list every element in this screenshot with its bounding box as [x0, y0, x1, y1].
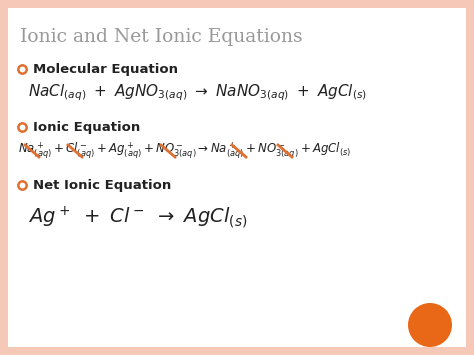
Text: $\mathit{NaCl}_{(aq)}\ +\ \mathit{AgNO}_{3(aq)}\ \rightarrow\ \mathit{NaNO}_{3(a: $\mathit{NaCl}_{(aq)}\ +\ \mathit{AgNO}_… — [28, 83, 367, 103]
Text: $\mathit{Na}^+_{(aq)}+\mathit{Cl}^-_{(aq)}+\mathit{Ag}^+_{(aq)}+\mathit{NO}^-_{3: $\mathit{Na}^+_{(aq)}+\mathit{Cl}^-_{(aq… — [18, 141, 351, 162]
Text: Net Ionic Equation: Net Ionic Equation — [33, 179, 171, 191]
Bar — [466, 0, 474, 355]
Text: $\mathit{Ag}^+\ +\ \mathit{Cl}^-\ \rightarrow\ \mathit{AgCl}_{(s)}$: $\mathit{Ag}^+\ +\ \mathit{Cl}^-\ \right… — [28, 204, 247, 230]
Bar — [0, 0, 8, 355]
Text: Ionic Equation: Ionic Equation — [33, 120, 140, 133]
Circle shape — [408, 303, 452, 347]
Bar — [0, 0, 474, 8]
Bar — [0, 347, 474, 355]
Text: Molecular Equation: Molecular Equation — [33, 62, 178, 76]
Text: Ionic and Net Ionic Equations: Ionic and Net Ionic Equations — [20, 28, 302, 46]
